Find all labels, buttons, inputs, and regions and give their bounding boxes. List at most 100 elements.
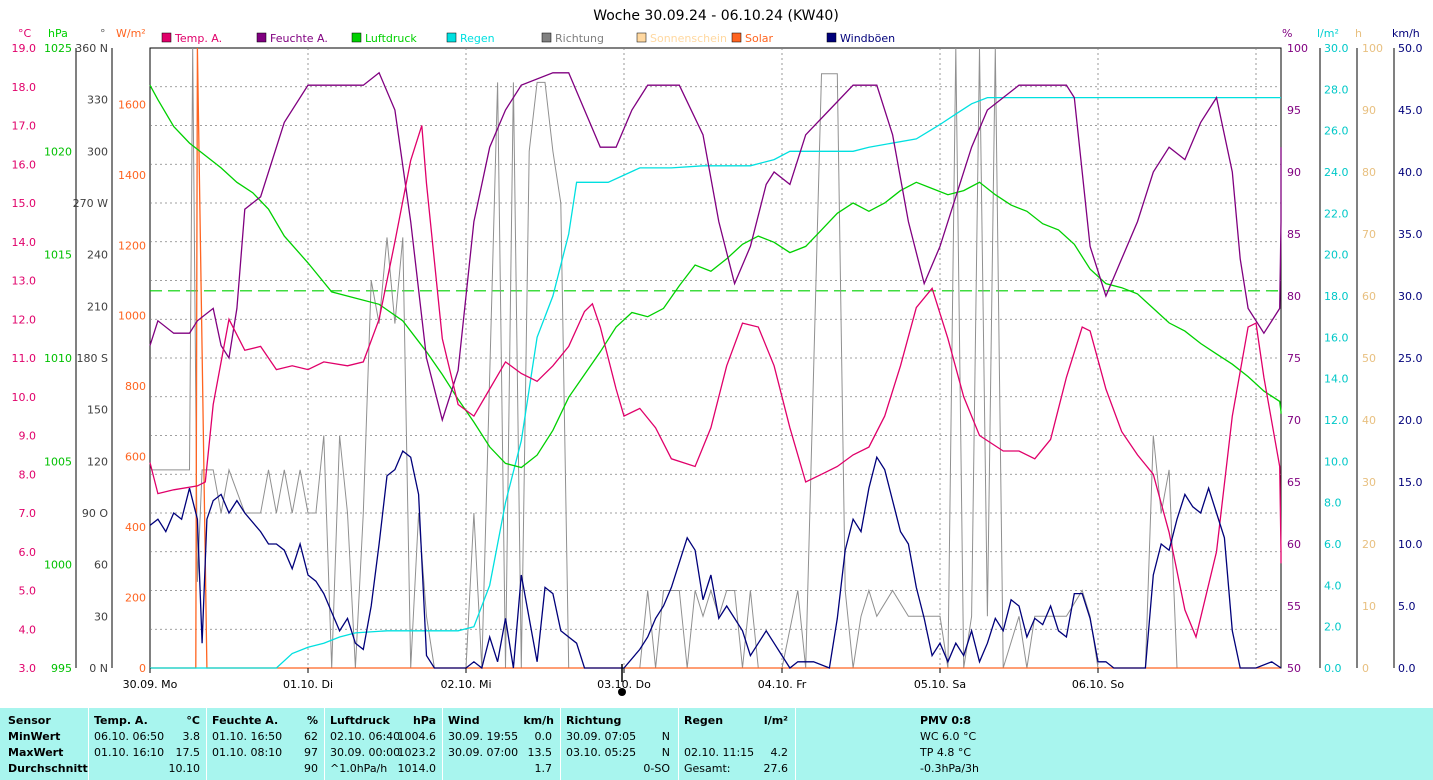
stats-min-label: MinWert bbox=[8, 730, 61, 743]
legend-label: Feuchte A. bbox=[270, 32, 328, 45]
stats-feuchte-min-val: 62 bbox=[304, 730, 318, 743]
axis-tick-label: 0 bbox=[1362, 662, 1369, 675]
axis-tick-label: 10.0 bbox=[12, 391, 37, 404]
stats-max-label: MaxWert bbox=[8, 746, 64, 759]
stats-richtung-min-time: 30.09. 07:05 bbox=[566, 730, 637, 743]
unit-temp: °C bbox=[18, 27, 32, 40]
series-line-feuchte-a bbox=[149, 71, 1282, 423]
axis-tick-label: 360 N bbox=[75, 42, 108, 55]
unit-pct: % bbox=[1282, 27, 1292, 40]
axis-tick-label: 15.0 bbox=[12, 197, 37, 210]
axis-tick-label: 60 bbox=[1362, 290, 1376, 303]
axis-tick-label: 4.0 bbox=[19, 623, 37, 636]
stats-temp-header: Temp. A. bbox=[94, 714, 148, 727]
axis-tick-label: 300 bbox=[87, 145, 108, 158]
axis-tick-label: 330 bbox=[87, 94, 108, 107]
stats-richtung-min-val: N bbox=[661, 730, 670, 743]
unit-deg: ° bbox=[100, 27, 106, 40]
axis-tick-label: 65 bbox=[1287, 476, 1301, 489]
legend-swatch bbox=[541, 32, 552, 43]
axis-tick-label: 210 bbox=[87, 300, 108, 313]
axis-tick-label: 6.0 bbox=[19, 546, 37, 559]
axis-tick-label: 70 bbox=[1362, 228, 1376, 241]
stats-sensor-header: Sensor bbox=[8, 714, 51, 727]
stats-temp-min-val: 3.8 bbox=[182, 730, 201, 743]
axis-tick-label: 35.0 bbox=[1398, 228, 1423, 241]
axis-tick-label: 60 bbox=[1287, 538, 1301, 551]
axis-tick-label: 20.0 bbox=[1398, 414, 1423, 427]
axis-tick-label: 40 bbox=[1362, 414, 1376, 427]
stats-luftdruck-unit: hPa bbox=[412, 714, 436, 727]
axis-tick-label: 17.0 bbox=[12, 120, 37, 133]
legend-label: Sonnenschein bbox=[650, 32, 727, 45]
axis-tick-label: 3.0 bbox=[19, 662, 37, 675]
stats-temp-unit: °C bbox=[186, 714, 200, 727]
axis-tick-label: 150 bbox=[87, 404, 108, 417]
stats-richtung-max-val: N bbox=[661, 746, 670, 759]
axis-tick-label: 30.0 bbox=[1324, 42, 1349, 55]
unit-h: h bbox=[1355, 27, 1362, 40]
axis-tick-label: 7.0 bbox=[19, 507, 37, 520]
axis-tick-label: 5.0 bbox=[19, 585, 37, 598]
legend-label: Richtung bbox=[555, 32, 604, 45]
axis-tick-label: 240 bbox=[87, 249, 108, 262]
axis-tick-label: 2.0 bbox=[1324, 621, 1342, 634]
axis-tick-label: 1025 bbox=[44, 42, 72, 55]
axis-tick-label: 6.0 bbox=[1324, 538, 1342, 551]
legend-swatch bbox=[636, 32, 647, 43]
axis-tick-label: 12.0 bbox=[1324, 414, 1349, 427]
axis-tick-label: 95 bbox=[1287, 104, 1301, 117]
axis-tick-label: 24.0 bbox=[1324, 166, 1349, 179]
stats-luftdruck-min-val: 1004.6 bbox=[397, 730, 437, 743]
series-line-temp-a bbox=[149, 125, 1282, 640]
stats-wind-min-val: 0.0 bbox=[534, 730, 553, 743]
axis-tick-label: 14.0 bbox=[1324, 373, 1349, 386]
axis-tick-label: 18.0 bbox=[1324, 290, 1349, 303]
stats-luftdruck-trend: ^1.0hPa/h bbox=[330, 762, 388, 775]
series-lines bbox=[149, 47, 1282, 670]
axis-tick-label: 0.0 bbox=[1324, 662, 1342, 675]
axis-tick-label: 1015 bbox=[44, 249, 72, 262]
axis-tick-label: 20.0 bbox=[1324, 249, 1349, 262]
legend-swatch bbox=[351, 32, 362, 43]
axis-tick-label: 1400 bbox=[118, 169, 146, 182]
stats-regen-total-label: Gesamt: bbox=[684, 762, 731, 775]
axis-tick-label: 10.0 bbox=[1398, 538, 1423, 551]
stats-regen-header: Regen bbox=[684, 714, 724, 727]
axis-tick-label: 5.0 bbox=[1398, 600, 1416, 613]
axis-tick-label: 60 bbox=[94, 559, 108, 572]
stats-wind-min-time: 30.09. 19:55 bbox=[448, 730, 519, 743]
axis-tick-label: 1000 bbox=[118, 310, 146, 323]
stats-richtung-avg: 0-SO bbox=[643, 762, 670, 775]
x-tick-label: 30.09. Mo bbox=[123, 678, 178, 691]
stats-temp-max-val: 17.5 bbox=[175, 746, 201, 759]
x-tick-label: 03.10. Do bbox=[597, 678, 651, 691]
stats-temp-avg: 10.10 bbox=[168, 762, 201, 775]
legend-swatch bbox=[446, 32, 457, 43]
legend-label: Luftdruck bbox=[365, 32, 417, 45]
stats-feuchte-min-time: 01.10. 16:50 bbox=[212, 730, 283, 743]
axis-tick-label: 50 bbox=[1287, 662, 1301, 675]
x-axis-ticks: 30.09. Mo 01.10. Di 02.10. Mi 03.10. Do 04.1… bbox=[123, 664, 1124, 696]
stats-richtung-header: Richtung bbox=[566, 714, 622, 727]
stats-avg-label: Durchschnitt bbox=[8, 762, 88, 775]
stats-regen-unit: l/m² bbox=[763, 714, 788, 727]
axis-tick-label: 90 bbox=[1287, 166, 1301, 179]
axes: 3.0 4.0 5.0 6.0 7.0 8.0 9.0 10.0 11.0 12.0 13.0 14.… bbox=[12, 42, 1423, 675]
axis-tick-label: 12.0 bbox=[12, 313, 37, 326]
axis-tick-label: 25.0 bbox=[1398, 352, 1423, 365]
axis-tick-label: 26.0 bbox=[1324, 125, 1349, 138]
axis-tick-label: 22.0 bbox=[1324, 207, 1349, 220]
axis-tick-label: 30.0 bbox=[1398, 290, 1423, 303]
axis-tick-label: 75 bbox=[1287, 352, 1301, 365]
stats-temp-max-time: 01.10. 16:10 bbox=[94, 746, 165, 759]
axis-tick-label: 1200 bbox=[118, 239, 146, 252]
stats-feuchte-max-val: 97 bbox=[304, 746, 318, 759]
axis-tick-label: 13.0 bbox=[12, 275, 37, 288]
legend-label: Regen bbox=[460, 32, 495, 45]
axis-tick-label: 90 O bbox=[82, 507, 108, 520]
axis-tick-label: 100 bbox=[1362, 42, 1383, 55]
x-tick-label: 02.10. Mi bbox=[440, 678, 491, 691]
axis-tick-label: 19.0 bbox=[12, 42, 37, 55]
axis-tick-label: 80 bbox=[1362, 166, 1376, 179]
